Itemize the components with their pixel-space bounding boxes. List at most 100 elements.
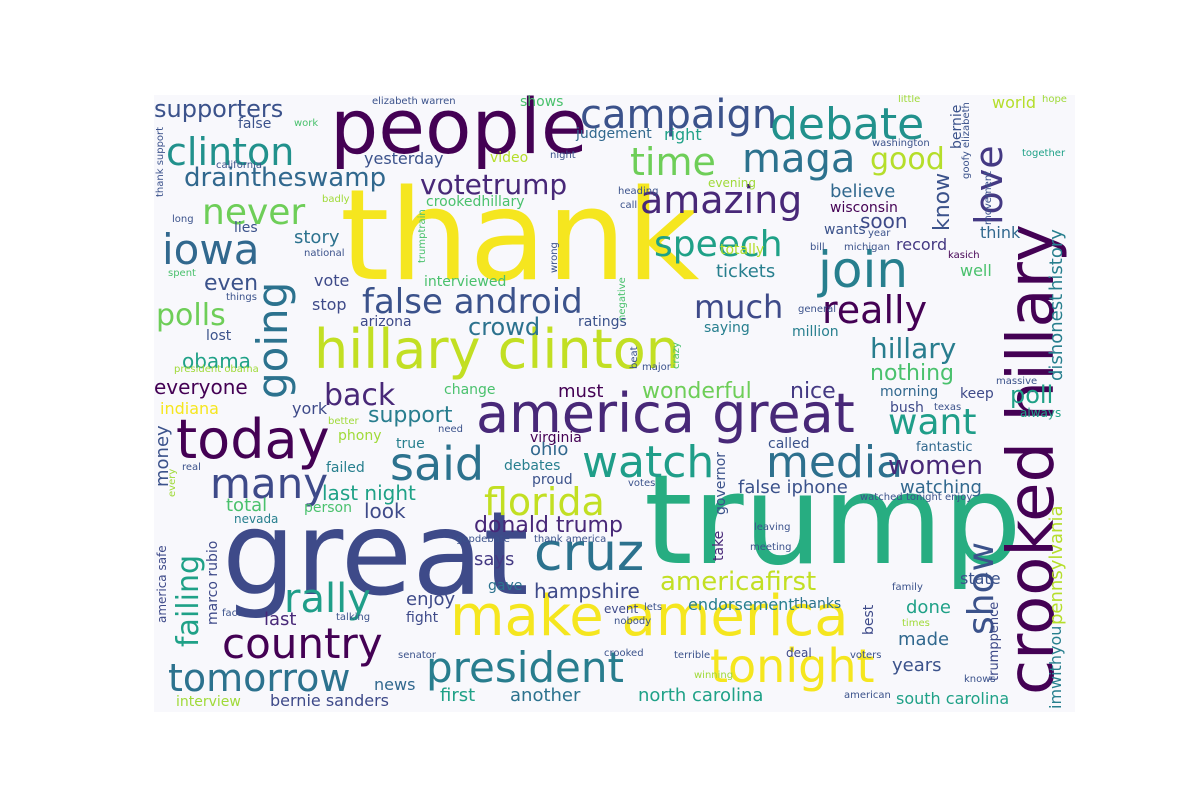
word-gopdebate: gopdebate xyxy=(456,534,510,545)
word-talking: talking xyxy=(336,612,371,623)
word-indiana: indiana xyxy=(160,399,219,418)
word-enjoy: enjoy xyxy=(406,589,456,610)
word-wisconsin: wisconsin xyxy=(830,200,898,216)
word-trumptrain: trumptrain xyxy=(417,209,428,263)
word-person: person xyxy=(304,500,352,516)
word-crookedhillary: crookedhillary xyxy=(426,194,525,210)
word-called: called xyxy=(768,436,810,452)
word-done: done xyxy=(906,597,951,618)
word-marco-rubio: marco rubio xyxy=(205,540,221,625)
word-together: together xyxy=(1022,148,1066,159)
word-supporters: supporters xyxy=(154,95,284,123)
word-things: things xyxy=(226,292,257,303)
word-votes: votes xyxy=(628,478,656,489)
word-michigan: michigan xyxy=(844,242,890,253)
word-says: says xyxy=(474,549,515,570)
word-votetrump: votetrump xyxy=(420,168,568,201)
word-clinton: clinton xyxy=(166,130,295,174)
word-total: total xyxy=(226,495,268,516)
word-knows: knows xyxy=(964,674,996,685)
word-another: another xyxy=(510,685,581,706)
word-look: look xyxy=(364,499,406,523)
word-made: made xyxy=(898,629,950,650)
word-speech: speech xyxy=(654,224,783,265)
word-general: general xyxy=(798,304,837,315)
word-better: better xyxy=(328,416,359,427)
word-texas: texas xyxy=(934,402,962,413)
word-proud: proud xyxy=(532,472,573,488)
word-even: even xyxy=(204,271,259,296)
word-hillary: hillary xyxy=(870,332,957,365)
word-interviewed: interviewed xyxy=(424,274,507,290)
word-debates: debates xyxy=(504,458,561,474)
word-never: never xyxy=(202,192,306,233)
word-president-obama: president obama xyxy=(174,364,259,375)
word-south-carolina: south carolina xyxy=(896,689,1010,708)
word-spent: spent xyxy=(168,268,196,279)
word-negative: negative xyxy=(617,277,628,321)
word-times: times xyxy=(902,618,930,629)
word-every: every xyxy=(167,468,178,497)
word-north-carolina: north carolina xyxy=(638,685,764,706)
word-fact: fact xyxy=(222,608,242,619)
word-bernie-sanders: bernie sanders xyxy=(270,691,390,710)
word-failing: failing xyxy=(171,554,206,647)
word-trump: trump xyxy=(644,449,1022,593)
word-america-safe: america safe xyxy=(155,545,169,623)
word-hope: hope xyxy=(1042,95,1067,105)
word-governor: governor xyxy=(713,451,729,515)
word-stop: stop xyxy=(312,295,347,314)
word-senator: senator xyxy=(398,650,436,661)
word-lets: lets xyxy=(644,602,663,613)
word-going: going xyxy=(248,281,297,399)
word-right: right xyxy=(664,125,702,144)
word-crooked: crooked xyxy=(604,648,644,659)
word-obama: obama xyxy=(182,349,251,373)
word-nothing: nothing xyxy=(870,361,954,386)
word-totally: totally xyxy=(720,242,765,258)
word-night: night xyxy=(550,150,576,161)
word-evening: evening xyxy=(708,176,757,190)
word-cruz: cruz xyxy=(534,523,645,583)
word-event: event xyxy=(604,602,639,616)
word-bush: bush xyxy=(890,400,924,416)
word-false: false xyxy=(238,116,272,132)
word-trumppence: trumppence xyxy=(987,601,1002,681)
word-tonight: tonight xyxy=(710,639,875,693)
word-watch: watch xyxy=(582,437,715,488)
word-think: think xyxy=(980,223,1021,242)
word-nobody: nobody xyxy=(614,616,652,627)
word-people: people xyxy=(330,95,588,171)
word-arizona: arizona xyxy=(360,314,412,330)
word-work: work xyxy=(294,118,319,129)
word-terrible: terrible xyxy=(674,650,711,661)
word-cloud: thank trump great people hillary clinton… xyxy=(154,95,1075,712)
word-thanks: thanks xyxy=(794,596,842,612)
word-hillary-clinton: hillary clinton xyxy=(314,318,681,381)
word-state: state xyxy=(960,569,1001,588)
word-year: year xyxy=(868,228,891,239)
word-women: women xyxy=(888,451,983,481)
word-bill: bill xyxy=(810,242,825,253)
word-national: national xyxy=(304,248,345,259)
word-today: today xyxy=(176,408,330,471)
word-news: news xyxy=(374,675,416,694)
word-always: always xyxy=(1020,406,1062,420)
word-elizabeth-warren: elizabeth warren xyxy=(372,96,456,107)
word-believe: believe xyxy=(830,181,896,202)
word-change: change xyxy=(444,382,496,398)
word-million: million xyxy=(792,324,839,340)
word-want: want xyxy=(888,402,977,443)
word-badly: badly xyxy=(322,194,350,205)
word-imwithyou: imwithyou xyxy=(1046,625,1065,709)
word-many: many xyxy=(210,459,329,508)
word-world: world xyxy=(992,95,1037,112)
word-make-america: make america xyxy=(450,584,849,649)
word-said: said xyxy=(390,437,485,491)
word-country: country xyxy=(222,619,383,668)
word-winning: winning xyxy=(694,670,734,681)
word-heading: heading xyxy=(618,186,659,197)
word-long: long xyxy=(172,214,194,225)
word-time: time xyxy=(630,140,716,184)
word-much: much xyxy=(694,288,784,326)
